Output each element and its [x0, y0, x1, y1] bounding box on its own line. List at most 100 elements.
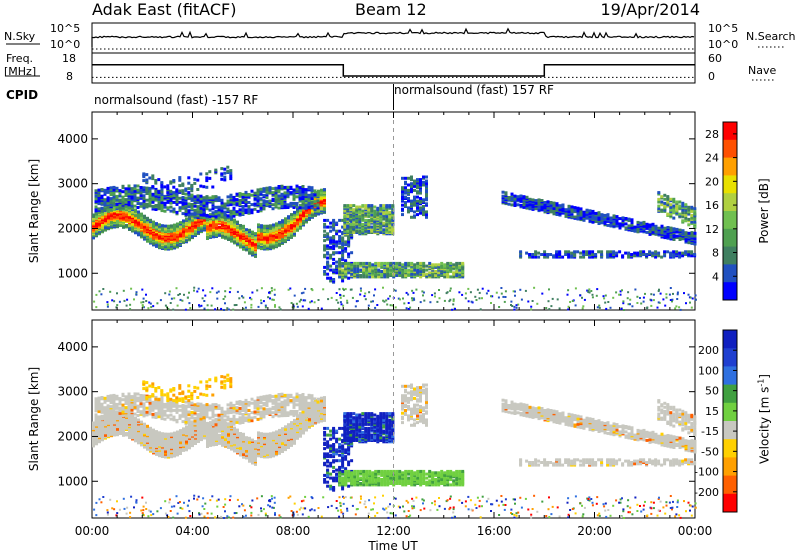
power-pixel — [364, 218, 368, 222]
power-pixel — [208, 208, 212, 212]
power-speckle — [567, 289, 570, 292]
power-pixel — [332, 251, 336, 255]
power-speckle — [387, 308, 390, 311]
power-pixel — [552, 207, 556, 210]
power-pixel — [151, 196, 155, 200]
power-speckle — [519, 288, 522, 291]
power-speckle — [147, 307, 150, 310]
velocity-pixel — [173, 434, 176, 438]
power-speckle — [233, 304, 236, 307]
power-pixel — [510, 192, 514, 196]
power-pixel — [425, 202, 428, 206]
power-pixel — [567, 250, 571, 254]
power-pixel — [555, 250, 559, 254]
power-speckle — [292, 305, 295, 308]
power-pixel — [97, 196, 101, 200]
power-pixel — [338, 251, 342, 255]
power-speckle — [622, 302, 625, 305]
power-pixel — [642, 250, 646, 254]
power-speckle — [243, 301, 246, 304]
power-speckle — [548, 308, 551, 311]
power-pixel — [329, 268, 333, 272]
power-pixel — [226, 214, 230, 218]
power-speckle — [513, 305, 516, 308]
power-pixel — [323, 225, 327, 229]
power-speckle — [106, 303, 109, 306]
power-pixel — [416, 195, 419, 199]
power-pixel — [600, 217, 604, 221]
power-pixel — [440, 264, 444, 268]
power-pixel — [277, 189, 281, 192]
power-speckle — [411, 297, 413, 300]
power-pixel — [368, 264, 372, 268]
power-pixel — [271, 197, 275, 201]
power-pixel — [401, 195, 404, 199]
power-speckle — [300, 292, 303, 295]
power-pixel — [124, 200, 128, 204]
power-pixel — [588, 209, 592, 213]
power-speckle — [605, 307, 608, 310]
power-pixel — [358, 220, 362, 224]
power-speckle — [626, 297, 629, 300]
power-pixel — [672, 208, 676, 212]
power-pixel — [693, 207, 697, 211]
power-speckle — [674, 307, 677, 310]
power-pixel — [157, 201, 161, 205]
power-pixel — [181, 189, 185, 193]
power-pixel — [370, 204, 374, 208]
power-pixel — [97, 207, 101, 211]
power-pixel — [181, 196, 185, 199]
velocity-pixel — [164, 450, 167, 454]
power-pixel — [648, 232, 652, 236]
power-pixel — [112, 195, 116, 199]
power-speckle — [650, 299, 653, 302]
power-pixel — [148, 187, 152, 191]
power-pixel — [591, 255, 595, 259]
power-speckle — [135, 291, 138, 294]
power-pixel — [347, 255, 351, 259]
power-speckle — [309, 301, 312, 304]
power-pixel — [401, 207, 404, 211]
power-pixel — [359, 274, 363, 277]
power-pixel — [558, 250, 562, 254]
power-speckle — [665, 293, 668, 296]
power-pixel — [507, 202, 511, 206]
power-pixel — [648, 227, 652, 231]
power-speckle — [619, 290, 622, 293]
power-speckle — [373, 294, 375, 297]
power-pixel — [277, 194, 281, 198]
power-pixel — [94, 197, 98, 201]
power-pixel — [516, 203, 520, 207]
velocity-pixel — [209, 421, 212, 425]
power-speckle — [551, 297, 554, 300]
power-speckle — [133, 298, 135, 301]
power-pixel — [344, 247, 348, 251]
power-pixel — [220, 209, 224, 213]
power-speckle — [290, 302, 293, 304]
power-pixel — [540, 253, 544, 256]
power-speckle — [556, 298, 559, 301]
power-pixel — [346, 214, 350, 218]
power-speckle — [197, 287, 200, 290]
power-pixel — [338, 257, 342, 261]
power-pixel — [425, 215, 428, 219]
power-speckle — [694, 298, 697, 301]
power-pixel — [603, 213, 607, 217]
velocity-pixel — [182, 427, 185, 431]
power-pixel — [401, 271, 405, 275]
power-pixel — [196, 178, 200, 182]
power-speckle — [481, 297, 483, 300]
power-speckle — [354, 305, 357, 308]
power-pixel — [235, 192, 239, 196]
power-pixel — [275, 222, 278, 226]
power-pixel — [292, 191, 296, 195]
power-pixel — [537, 251, 541, 255]
power-pixel — [531, 198, 535, 202]
power-pixel — [618, 222, 622, 226]
power-pixel — [687, 241, 691, 245]
power-speckle — [100, 293, 103, 296]
power-pixel — [292, 206, 296, 209]
power-speckle — [449, 298, 452, 301]
power-pixel — [181, 206, 185, 210]
